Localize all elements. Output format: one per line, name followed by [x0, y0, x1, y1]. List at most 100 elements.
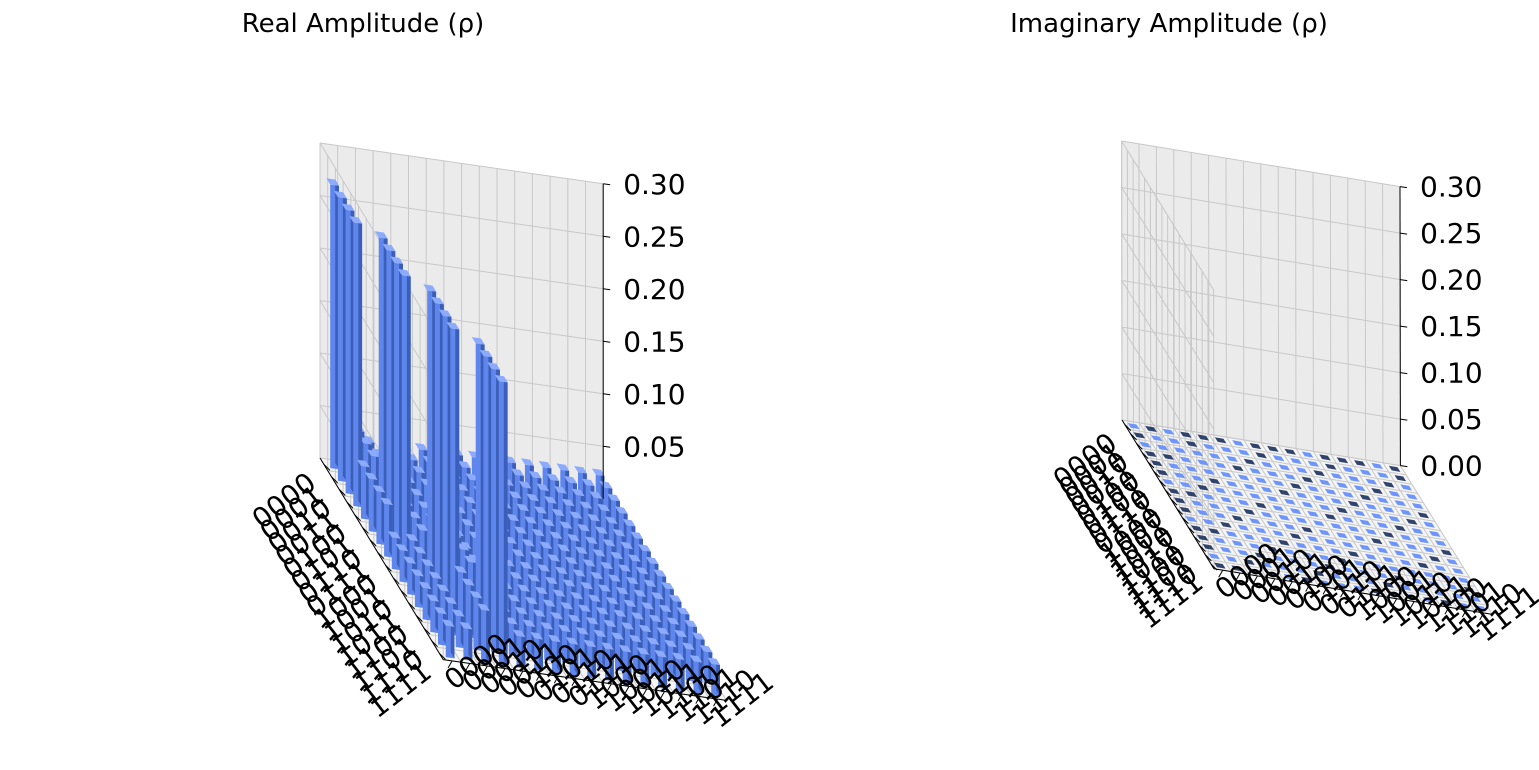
bar	[1422, 596, 1435, 603]
bar	[1417, 587, 1429, 594]
bar	[1283, 573, 1296, 580]
bar	[1405, 568, 1418, 575]
z-tick-label: 0.20	[623, 273, 685, 306]
real-chart-title: Real Amplitude (ρ)	[242, 9, 485, 39]
bar	[1371, 513, 1383, 520]
bar	[459, 621, 473, 661]
bar	[1312, 570, 1325, 577]
bar	[1388, 490, 1401, 497]
bar	[1451, 593, 1464, 600]
bar	[1376, 522, 1389, 529]
bar	[1341, 541, 1354, 548]
bar	[1324, 538, 1337, 545]
bar	[1295, 542, 1307, 549]
z-tick-label: 0.20	[1420, 264, 1482, 297]
gridlines	[1121, 140, 1493, 615]
bar	[1127, 423, 1140, 430]
bar	[1284, 448, 1296, 455]
z-tick-label: 0.15	[623, 325, 685, 358]
bar	[1260, 511, 1273, 518]
bar	[397, 269, 411, 561]
bar	[1364, 578, 1377, 585]
bar	[1354, 460, 1366, 467]
bar	[1382, 556, 1394, 563]
bar	[1145, 425, 1157, 432]
bar	[1272, 530, 1284, 537]
bar	[1411, 503, 1424, 510]
bar	[1405, 543, 1418, 550]
bar	[1139, 441, 1151, 448]
bar	[1377, 472, 1389, 479]
bar	[1434, 565, 1447, 572]
bar	[1324, 488, 1337, 495]
bar	[1457, 602, 1470, 609]
bar	[1388, 591, 1400, 598]
bar	[1336, 532, 1348, 539]
bar	[1226, 506, 1238, 513]
bar	[1162, 428, 1175, 435]
bar	[1249, 518, 1261, 525]
imaginary-amplitude-plot: 0000000100100011010001010110011110001001…	[1047, 140, 1539, 649]
bar	[1359, 469, 1372, 476]
bar	[1382, 506, 1395, 513]
bar	[1179, 506, 1192, 513]
bar	[1342, 491, 1354, 498]
bar	[1428, 555, 1441, 562]
bar	[1353, 560, 1365, 567]
bar	[1440, 599, 1452, 606]
bar	[1278, 489, 1290, 496]
bar	[1336, 557, 1348, 564]
bar	[1162, 453, 1174, 460]
bar	[1179, 481, 1192, 488]
bar	[1400, 509, 1412, 516]
real-amplitude-plot: 0000000100100011010001010110011110001001…	[246, 142, 780, 735]
bar	[1347, 500, 1360, 507]
bar	[1174, 447, 1186, 454]
bar	[1307, 510, 1319, 517]
bar	[1347, 551, 1360, 558]
bar	[1330, 473, 1343, 480]
bar	[1191, 525, 1203, 532]
z-tick-label: 0.25	[623, 220, 685, 253]
bar	[1260, 561, 1273, 568]
bar	[1319, 479, 1331, 486]
bar	[707, 657, 720, 697]
bar	[689, 655, 703, 695]
bar	[1313, 520, 1325, 527]
bar	[1261, 461, 1273, 468]
bar	[1203, 443, 1215, 450]
bar	[1237, 474, 1250, 481]
bar	[1214, 537, 1226, 544]
bar	[1457, 577, 1470, 584]
bar	[1400, 484, 1412, 491]
bar	[1278, 464, 1291, 471]
bar	[1254, 552, 1267, 559]
bars	[1127, 423, 1487, 612]
bar	[1284, 473, 1296, 480]
bar	[1272, 455, 1285, 462]
z-tick-label: 0.10	[623, 378, 685, 411]
bar	[565, 637, 579, 677]
bar	[1301, 551, 1313, 558]
bar	[1319, 454, 1331, 461]
bar	[1219, 546, 1232, 553]
bar	[1336, 507, 1348, 514]
bar	[1406, 493, 1418, 500]
bar	[1255, 477, 1267, 484]
bar	[1301, 576, 1313, 583]
bar	[1365, 553, 1377, 560]
bar	[477, 603, 490, 664]
bar	[1318, 504, 1331, 511]
z-tick-label: 0.30	[1420, 171, 1482, 204]
bar	[1272, 480, 1285, 487]
bar	[1237, 449, 1250, 456]
bar	[1423, 546, 1435, 553]
bar	[1185, 440, 1198, 447]
bar	[1179, 456, 1192, 463]
bar	[1208, 453, 1221, 460]
bar	[441, 619, 455, 659]
bar	[1214, 562, 1226, 569]
bar	[654, 649, 667, 689]
bar	[1133, 432, 1146, 439]
